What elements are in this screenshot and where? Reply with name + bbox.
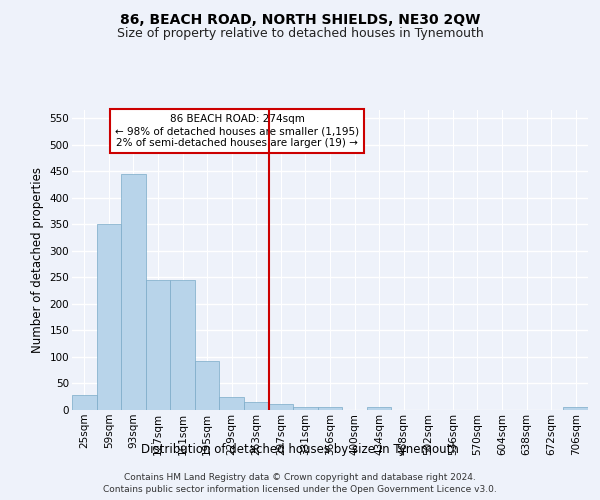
Text: 86 BEACH ROAD: 274sqm
← 98% of detached houses are smaller (1,195)
2% of semi-de: 86 BEACH ROAD: 274sqm ← 98% of detached … bbox=[115, 114, 359, 148]
Y-axis label: Number of detached properties: Number of detached properties bbox=[31, 167, 44, 353]
Bar bbox=[121, 174, 146, 410]
Bar bbox=[269, 404, 293, 410]
Bar bbox=[220, 396, 244, 410]
Text: Contains HM Land Registry data © Crown copyright and database right 2024.: Contains HM Land Registry data © Crown c… bbox=[124, 472, 476, 482]
Bar bbox=[97, 224, 121, 410]
Text: 86, BEACH ROAD, NORTH SHIELDS, NE30 2QW: 86, BEACH ROAD, NORTH SHIELDS, NE30 2QW bbox=[120, 12, 480, 26]
Bar bbox=[563, 408, 588, 410]
Bar bbox=[195, 360, 220, 410]
Text: Distribution of detached houses by size in Tynemouth: Distribution of detached houses by size … bbox=[141, 442, 459, 456]
Text: Contains public sector information licensed under the Open Government Licence v3: Contains public sector information licen… bbox=[103, 485, 497, 494]
Bar bbox=[367, 408, 391, 410]
Bar bbox=[318, 407, 342, 410]
Bar bbox=[170, 280, 195, 410]
Bar bbox=[72, 395, 97, 410]
Bar bbox=[293, 407, 318, 410]
Bar bbox=[244, 402, 269, 410]
Text: Size of property relative to detached houses in Tynemouth: Size of property relative to detached ho… bbox=[116, 28, 484, 40]
Bar bbox=[146, 280, 170, 410]
